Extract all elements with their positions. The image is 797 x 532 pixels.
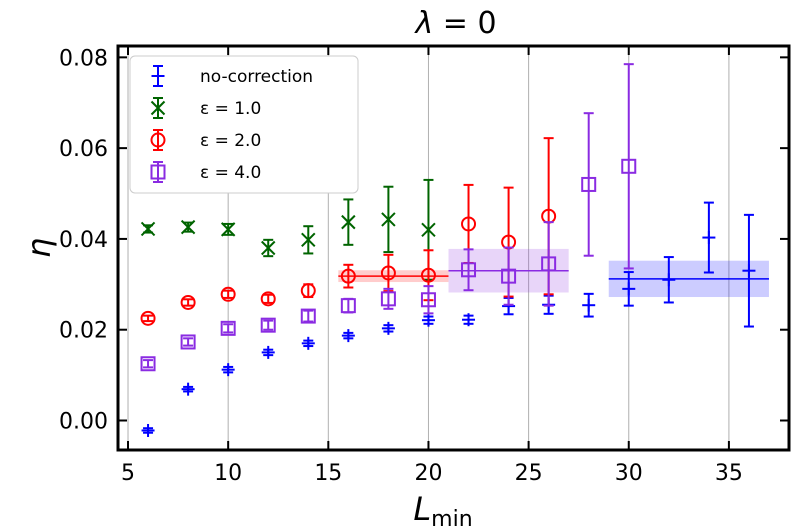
- data-point: [340, 268, 356, 284]
- legend-label: ε = 4.0: [200, 163, 261, 183]
- x-tick-label: 5: [121, 461, 135, 486]
- data-point-b: [180, 219, 196, 235]
- y-tick-label: 0.00: [59, 409, 108, 434]
- data-point: [260, 317, 276, 333]
- data-point: [621, 158, 637, 174]
- title-symbol: λ: [413, 6, 433, 41]
- data-point: [420, 292, 436, 308]
- data-point: [220, 320, 236, 336]
- x-axis-label-sub: min: [431, 507, 473, 532]
- y-tick-label: 0.08: [59, 46, 108, 71]
- legend-label: no-correction: [200, 67, 313, 87]
- legend-box: [129, 55, 359, 194]
- legend-entry: ε = 4.0: [150, 161, 261, 183]
- x-axis-label-main: L: [413, 490, 431, 528]
- y-tick-label: 0.06: [59, 137, 108, 162]
- x-tick-label: 35: [715, 461, 743, 486]
- series-3: [140, 63, 637, 372]
- y-tick-label: 0.02: [59, 319, 108, 344]
- data-series: [140, 63, 756, 437]
- data-point-b: [220, 222, 236, 237]
- x-tick-label: 30: [615, 461, 643, 486]
- x-tick-label: 25: [515, 461, 543, 486]
- chart-title: λ = 0: [413, 6, 496, 41]
- legend-marker-b: [150, 100, 166, 116]
- legend-entry: no-correction: [151, 65, 313, 87]
- data-point: [461, 216, 477, 232]
- data-point: [501, 268, 517, 284]
- data-point-b: [341, 214, 356, 230]
- data-point: [340, 298, 356, 314]
- legend-entry: ε = 1.0: [150, 97, 261, 119]
- data-point-b: [421, 222, 436, 238]
- series-0: [141, 201, 756, 437]
- legend-label: ε = 1.0: [200, 99, 261, 119]
- data-point: [380, 265, 396, 281]
- y-axis-label: η: [20, 238, 58, 258]
- data-point: [180, 334, 196, 350]
- data-point-b: [140, 221, 156, 237]
- data-point: [420, 267, 436, 283]
- data-point: [140, 310, 156, 326]
- x-tick-label: 15: [314, 461, 342, 486]
- data-point: [541, 256, 557, 272]
- data-point: [180, 294, 196, 310]
- legend-marker: [150, 132, 166, 148]
- legend-label: ε = 2.0: [200, 131, 261, 151]
- series-1: [140, 178, 436, 281]
- data-point: [220, 286, 236, 302]
- legend: no-correction ε = 1.0 ε = 2.0 ε = 4.0: [129, 55, 359, 194]
- data-point-b: [301, 232, 316, 248]
- legend-entry: ε = 2.0: [150, 129, 261, 151]
- data-point: [140, 356, 156, 372]
- axis-ticks: 5 10 15 20 25 30 35 0.00 0.02 0.04 0.06 0.08: [59, 46, 789, 486]
- data-point: [380, 291, 396, 307]
- data-point: [581, 176, 597, 192]
- plot-frame: [116, 44, 791, 452]
- x-axis-label: Lmin: [413, 490, 472, 532]
- data-point-b: [381, 212, 396, 227]
- data-point: [300, 308, 316, 324]
- title-rest: = 0: [433, 6, 496, 41]
- data-point: [461, 262, 477, 278]
- legend-marker: [150, 164, 166, 180]
- data-point: [300, 283, 316, 299]
- data-point-b: [261, 240, 276, 256]
- data-point: [260, 291, 276, 307]
- y-tick-label: 0.04: [59, 228, 108, 253]
- x-tick-label: 20: [414, 461, 442, 486]
- x-tick-label: 10: [214, 461, 242, 486]
